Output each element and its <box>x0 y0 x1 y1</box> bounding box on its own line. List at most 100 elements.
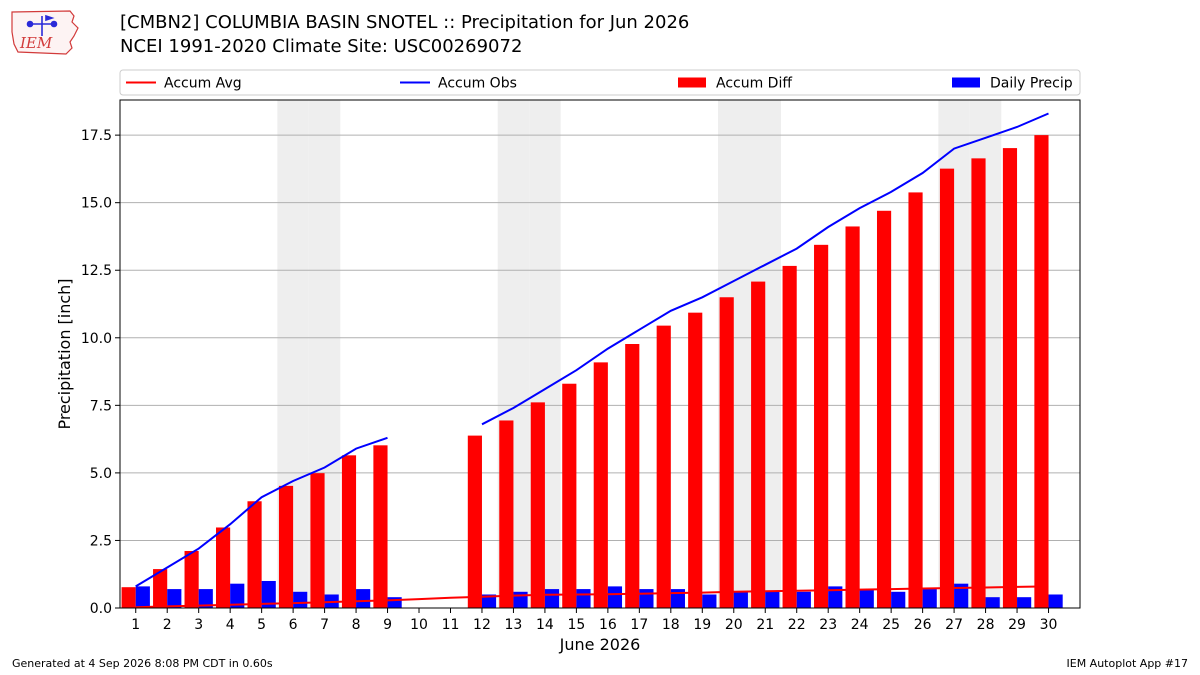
daily-precip-bar <box>1017 597 1032 608</box>
accum-diff-bar <box>625 344 640 608</box>
accum-diff-bar <box>530 402 545 608</box>
daily-precip-bar <box>1048 594 1063 608</box>
daily-precip-bar <box>293 591 308 608</box>
daily-precip-bar <box>859 589 874 608</box>
y-tick-label: 2.5 <box>90 533 112 549</box>
x-axis-label: June 2026 <box>559 635 641 654</box>
daily-precip-bar <box>607 586 623 608</box>
daily-precip-bar <box>135 586 150 608</box>
x-tick-label: 28 <box>977 617 995 633</box>
x-tick-label: 17 <box>630 617 648 633</box>
daily-precip-bar <box>733 591 748 608</box>
x-tick-label: 23 <box>819 617 837 633</box>
legend-accum-avg-label: Accum Avg <box>164 76 242 92</box>
daily-precip-bar <box>544 589 560 608</box>
generated-timestamp: Generated at 4 Sep 2026 8:08 PM CDT in 0… <box>12 657 273 670</box>
daily-precip-bar <box>387 597 402 608</box>
x-tick-label: 16 <box>599 617 617 633</box>
x-tick-label: 22 <box>788 617 806 633</box>
x-tick-label: 8 <box>352 617 361 633</box>
accum-diff-bar <box>1002 148 1018 608</box>
daily-precip-bar <box>198 589 213 608</box>
accum-diff-bar <box>184 550 199 608</box>
daily-precip-bar <box>639 589 654 608</box>
chart-subtitle: NCEI 1991-2020 Climate Site: USC00269072 <box>120 36 523 57</box>
x-tick-label: 30 <box>1040 617 1058 633</box>
accum-diff-bar <box>278 485 294 608</box>
accum-diff-bar <box>751 281 766 608</box>
accum-diff-bar <box>216 527 231 608</box>
logo-text: IEM <box>19 34 53 52</box>
x-tick-label: 21 <box>756 617 774 633</box>
accum-diff-bar <box>373 445 388 608</box>
y-tick-label: 0.0 <box>90 601 112 617</box>
y-tick-label: 12.5 <box>81 263 112 279</box>
accum-diff-bar <box>247 501 262 608</box>
weather-station-icon <box>26 14 58 36</box>
x-tick-label: 15 <box>567 617 585 633</box>
x-tick-label: 14 <box>536 617 554 633</box>
x-tick-label: 3 <box>194 617 203 633</box>
x-tick-label: 20 <box>725 617 743 633</box>
accum-diff-bar <box>593 362 608 608</box>
daily-precip-bar <box>356 589 371 608</box>
y-tick-label: 7.5 <box>90 398 112 414</box>
accum-diff-bar <box>845 226 860 608</box>
x-tick-label: 13 <box>505 617 523 633</box>
x-tick-label: 5 <box>257 617 266 633</box>
daily-precip-bar <box>891 591 906 608</box>
x-tick-label: 18 <box>662 617 680 633</box>
y-tick-label: 17.5 <box>81 128 112 144</box>
daily-precip-bar <box>167 589 182 608</box>
x-tick-label: 6 <box>289 617 298 633</box>
x-tick-label: 24 <box>851 617 869 633</box>
accum-diff-bar <box>1034 135 1049 608</box>
x-tick-label: 2 <box>163 617 172 633</box>
chart-title: [CMBN2] COLUMBIA BASIN SNOTEL :: Precipi… <box>120 12 690 33</box>
daily-precip-bar <box>796 591 811 608</box>
iem-logo: IEM <box>11 10 79 55</box>
accum-avg-line <box>135 585 1049 609</box>
daily-precip-bar <box>828 586 843 608</box>
x-tick-label: 11 <box>442 617 460 633</box>
daily-precip-bar <box>230 583 245 608</box>
x-tick-label: 26 <box>914 617 932 633</box>
daily-precip-bar <box>702 594 717 608</box>
legend-accum-diff-swatch <box>678 77 706 88</box>
plot-frame <box>119 99 1081 609</box>
legend-daily-precip-swatch <box>952 77 980 88</box>
daily-precip-bar <box>985 597 1000 608</box>
legend-accum-diff-label: Accum Diff <box>716 76 792 92</box>
daily-precip-bar <box>922 589 937 608</box>
accum-obs-line <box>135 112 1049 588</box>
daily-precip-bar <box>481 594 497 608</box>
x-tick-label: 10 <box>410 617 428 633</box>
accum-diff-bar <box>719 297 734 608</box>
legend-box <box>119 69 1081 96</box>
x-tick-label: 9 <box>383 617 392 633</box>
x-tick-label: 1 <box>131 617 140 633</box>
x-tick-label: 7 <box>320 617 329 633</box>
daily-precip-bar <box>513 591 528 608</box>
accum-diff-bar <box>939 168 955 609</box>
accum-diff-bar <box>499 420 514 608</box>
daily-precip-bar <box>765 591 780 608</box>
y-tick-label: 5.0 <box>90 466 112 482</box>
x-tick-label: 27 <box>945 617 963 633</box>
y-tick-label: 10.0 <box>81 331 112 347</box>
legend-daily-precip-label: Daily Precip <box>990 76 1073 92</box>
accum-diff-bar <box>971 158 986 608</box>
legend-accum-obs-label: Accum Obs <box>438 76 517 92</box>
daily-precip-bar <box>954 583 969 608</box>
accum-diff-bar <box>467 435 482 608</box>
y-axis-label: Precipitation [inch] <box>55 278 74 429</box>
x-tick-label: 12 <box>473 617 491 633</box>
daily-precip-bar <box>576 589 591 608</box>
accum-diff-bar <box>562 383 577 608</box>
app-label: IEM Autoplot App #17 <box>1066 657 1189 670</box>
accum-diff-bar <box>121 587 136 608</box>
accum-diff-bar <box>814 244 829 608</box>
y-tick-label: 15.0 <box>81 196 112 212</box>
x-tick-label: 29 <box>1008 617 1026 633</box>
